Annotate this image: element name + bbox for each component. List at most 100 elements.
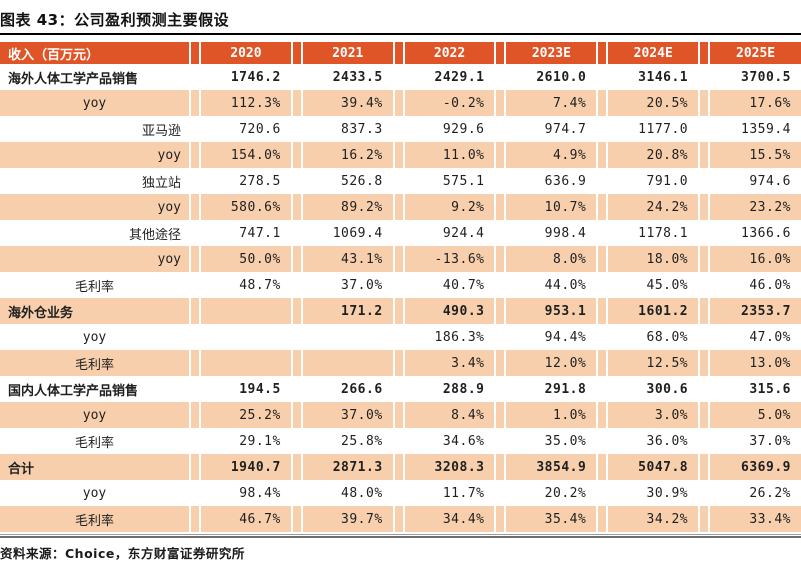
value-cell: 35.0%	[544, 433, 587, 449]
table-row: 海外人体工学产品销售 1746.2 2433.5 2429.1 2610.0 3146.1…	[0, 64, 801, 90]
value-cell: 43.1%	[341, 251, 383, 267]
value-cell	[200, 350, 292, 376]
value-cell: 194.5	[239, 381, 281, 397]
row-label-cell: 毛利率	[74, 513, 114, 529]
spacer-cell	[494, 454, 507, 480]
table-head: 收入（百万元） 2020 2021 2022 2023E 2024E 2025E	[0, 42, 801, 64]
spacer-cell	[189, 454, 201, 480]
spacer-cell	[392, 142, 405, 168]
value-cell: 34.6%	[442, 433, 485, 449]
value-cell: 40.7%	[442, 277, 485, 293]
value-cell: 580.6%	[230, 199, 281, 215]
value-cell: 1366.6	[741, 225, 791, 241]
spacer-cell	[392, 376, 405, 402]
forecast-table: 收入（百万元） 2020 2021 2022 2023E 2024E 2025E 海外人体工学…	[0, 42, 801, 532]
spacer-cell	[596, 376, 609, 402]
value-cell: 68.0%	[646, 329, 689, 345]
spacer-cell	[392, 402, 405, 428]
spacer-cell	[290, 324, 303, 350]
value-cell: 94.4%	[544, 329, 587, 345]
header-row: 收入（百万元） 2020 2021 2022 2023E 2024E 2025E	[0, 42, 801, 64]
spacer-cell	[596, 506, 609, 532]
value-cell: 747.1	[239, 225, 281, 241]
value-cell: 25.8%	[341, 433, 383, 449]
table-row: 海外仓业务 171.2 490.3 953.1 1601.2 2353.7	[0, 298, 801, 324]
spacer-cell	[189, 90, 201, 116]
spacer-cell	[290, 454, 303, 480]
spacer-cell	[392, 350, 405, 376]
value-cell: 47.0%	[749, 329, 791, 345]
row-label-cell: 其他途径	[128, 227, 181, 243]
header-spacer-cell	[189, 42, 201, 64]
spacer-cell	[189, 350, 201, 376]
table-row: yoy 580.6% 89.2% 9.2% 10.7% 24.2% 23.2%	[0, 194, 801, 220]
spacer-cell	[494, 220, 507, 246]
value-cell: 13.0%	[749, 355, 791, 371]
spacer-cell	[494, 272, 507, 298]
spacer-cell	[698, 168, 711, 194]
value-cell: 300.6	[646, 381, 689, 397]
spacer-cell	[698, 324, 711, 350]
spacer-cell	[392, 220, 405, 246]
table-body: 海外人体工学产品销售 1746.2 2433.5 2429.1 2610.0 3146.1…	[0, 64, 801, 532]
value-cell: 26.2%	[749, 485, 791, 501]
value-cell: 12.0%	[544, 355, 587, 371]
spacer-cell	[698, 480, 711, 506]
spacer-cell	[494, 90, 507, 116]
spacer-cell	[189, 506, 201, 532]
spacer-cell	[494, 402, 507, 428]
value-cell: 3854.9	[536, 459, 587, 475]
spacer-cell	[698, 64, 711, 90]
spacer-cell	[698, 246, 711, 272]
spacer-cell	[290, 168, 303, 194]
header-label-cell: 收入（百万元）	[8, 47, 100, 63]
value-cell: 575.1	[442, 173, 485, 189]
value-cell: 4.9%	[553, 147, 587, 163]
value-cell: 1069.4	[332, 225, 383, 241]
table-row: 独立站 278.5 526.8 575.1 636.9 791.0 974.6	[0, 168, 801, 194]
spacer-cell	[494, 480, 507, 506]
value-cell: 1359.4	[741, 121, 791, 137]
spacer-cell	[290, 402, 303, 428]
spacer-cell	[698, 194, 711, 220]
spacer-cell	[494, 168, 507, 194]
value-cell: 924.4	[442, 225, 485, 241]
value-cell: 1.0%	[553, 407, 587, 423]
value-cell: 998.4	[544, 225, 587, 241]
year-header-cell: 2025E	[736, 45, 776, 61]
row-label-cell: 毛利率	[74, 435, 114, 451]
spacer-cell	[189, 376, 201, 402]
value-cell: 266.6	[341, 381, 383, 397]
value-cell: 20.5%	[646, 95, 689, 111]
spacer-cell	[596, 298, 609, 324]
value-cell: 37.0%	[341, 277, 383, 293]
value-cell: 974.7	[544, 121, 587, 137]
header-spacer-cell	[392, 42, 405, 64]
value-cell: 39.4%	[341, 95, 383, 111]
value-cell: 11.7%	[442, 485, 485, 501]
value-cell: 3208.3	[434, 459, 485, 475]
value-cell: 315.6	[749, 381, 791, 397]
value-cell: 30.9%	[646, 485, 689, 501]
spacer-cell	[698, 298, 711, 324]
value-cell: 15.5%	[749, 147, 791, 163]
spacer-cell	[494, 64, 507, 90]
value-cell: 44.0%	[544, 277, 587, 293]
spacer-cell	[494, 246, 507, 272]
spacer-cell	[392, 428, 405, 454]
spacer-cell	[392, 454, 405, 480]
value-cell: 12.5%	[646, 355, 689, 371]
spacer-cell	[698, 220, 711, 246]
value-cell: 45.0%	[646, 277, 689, 293]
title-rule	[0, 33, 801, 35]
spacer-cell	[698, 116, 711, 142]
spacer-cell	[596, 220, 609, 246]
value-cell: 5.0%	[757, 407, 791, 423]
spacer-cell	[290, 298, 303, 324]
spacer-cell	[392, 272, 405, 298]
spacer-cell	[596, 454, 609, 480]
spacer-cell	[189, 142, 201, 168]
spacer-cell	[392, 116, 405, 142]
spacer-cell	[189, 194, 201, 220]
spacer-cell	[494, 324, 507, 350]
